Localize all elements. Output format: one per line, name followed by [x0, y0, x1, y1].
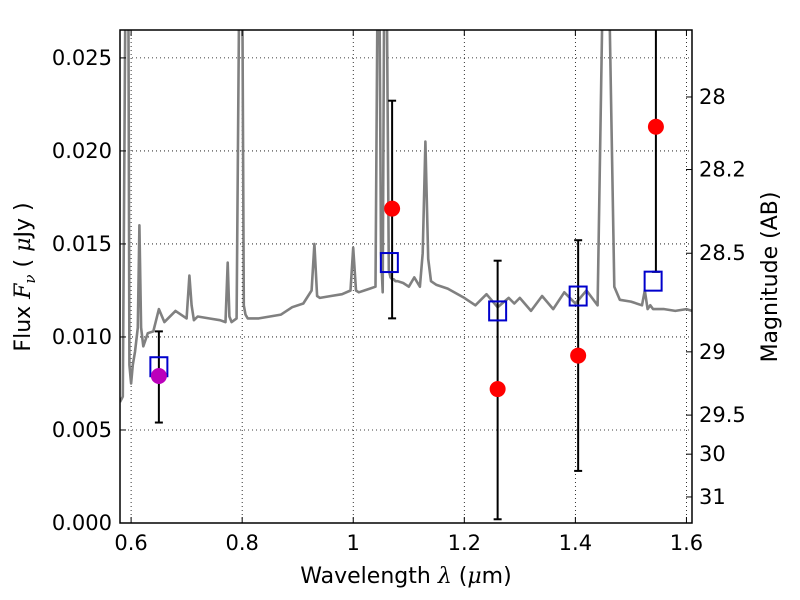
y2-tick-label: 28.2: [699, 158, 746, 182]
y2-tick-label: 28.5: [699, 241, 746, 265]
model-spectrum-line: [120, 30, 692, 403]
y-tick-label: 0.005: [52, 418, 112, 442]
y2-tick-label: 29: [699, 340, 726, 364]
detection-point: [489, 381, 506, 398]
x-tick-label: 1: [347, 531, 360, 555]
axes: 0.6 0.8 1 1.2 1.4 1.6 0.000 0.005 0.010 0.015 0.02…: [52, 30, 746, 555]
y2-tick-label: 28: [699, 85, 726, 109]
highlight-point: [150, 368, 167, 385]
photometry-square: [488, 300, 508, 322]
y-tick-label: 0.000: [52, 511, 112, 535]
plot-frame: [119, 29, 693, 524]
detection-point: [384, 200, 401, 217]
x-tick-label: 0.6: [114, 531, 147, 555]
x-axis-label: Wavelength λ (μm): [300, 564, 511, 589]
y-tick-label: 0.010: [52, 325, 112, 349]
photometry-square: [643, 270, 663, 292]
y2-tick-label: 29.5: [699, 403, 746, 427]
x-tick-label: 1.2: [448, 531, 481, 555]
y2-tick-label: 30: [699, 442, 726, 466]
y-tick-label: 0.015: [52, 232, 112, 256]
y-axis-label: Flux Fν ( μJy ): [11, 202, 39, 351]
y2-tick-label: 31: [699, 485, 726, 509]
series-layer: [120, 30, 692, 521]
plot-background: [120, 30, 692, 523]
y-tick-label: 0.020: [52, 139, 112, 163]
y2-axis-label: Magnitude (AB): [758, 192, 783, 363]
x-tick-label: 0.8: [225, 531, 258, 555]
photometry-square: [379, 252, 399, 274]
x-tick-label: 1.6: [670, 531, 703, 555]
detection-point: [570, 347, 587, 364]
y-tick-label: 0.025: [52, 46, 112, 70]
photometry-square: [568, 285, 588, 307]
grid: [120, 30, 692, 523]
x-tick-label: 1.4: [559, 531, 592, 555]
detection-point: [647, 118, 664, 135]
